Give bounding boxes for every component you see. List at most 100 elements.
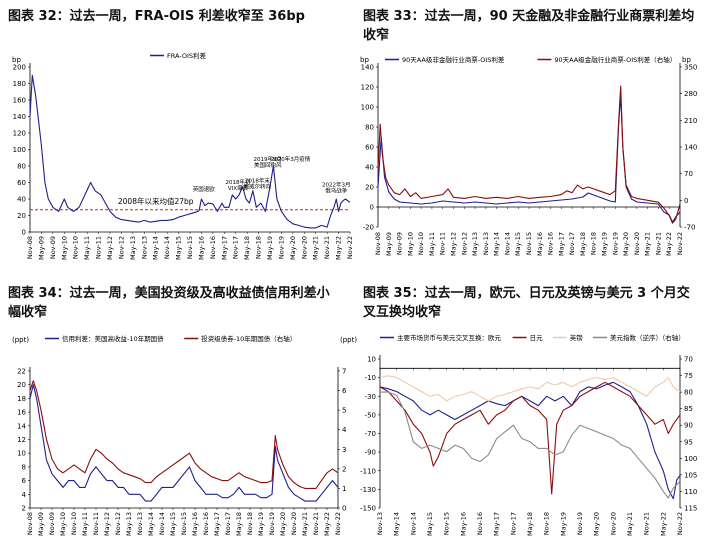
- c0-annotation-6: 2019年9月: [253, 155, 282, 163]
- c1-xtick-label-16: Nov-16: [547, 232, 555, 255]
- c3-legend-label-2: 英镑: [570, 333, 584, 342]
- c2-xtick-label-9: May-13: [125, 512, 133, 536]
- c0-ytick-label-left-10: 200: [13, 64, 26, 72]
- c3-series-1: [379, 381, 681, 495]
- c1-xtick-label-13: May-15: [514, 232, 522, 256]
- c0-ytick-label-left-2: 40: [17, 196, 26, 204]
- c2-xtick-label-5: May-11: [81, 512, 89, 536]
- c3-ytick-label-left-1: -130: [360, 486, 376, 494]
- c1-ytick-label-left-3: 40: [365, 164, 374, 172]
- c3-xtick-label-3: May-15: [426, 512, 434, 536]
- c1-xtick-label-28: Nov-22: [676, 232, 684, 255]
- c2-xtick-label-14: Nov-15: [180, 512, 188, 535]
- c3-ytick-label-left-2: -110: [360, 467, 376, 475]
- c0-annotation-4: 2018年末: [245, 177, 270, 185]
- c1-xtick-label-20: Nov-18: [590, 232, 598, 255]
- c3-ytick-label-right-8: 110: [684, 488, 697, 496]
- c0-left-unit: bp: [12, 56, 21, 64]
- c0-ytick-label-left-7: 140: [13, 113, 26, 121]
- c3-series-0: [379, 381, 681, 500]
- c2-ytick-label-right-1: 1: [342, 485, 346, 493]
- c2-ytick-label-right-6: 6: [342, 387, 347, 395]
- c2-ytick-label-right-2: 2: [342, 465, 346, 473]
- c2-legend-label-0: 信用利差：美国高收益-10年期国债: [62, 334, 164, 343]
- c0-xtick-label-14: Nov-15: [186, 236, 194, 259]
- c1-left-unit: bp: [360, 56, 369, 64]
- c1-xtick-label-27: May-22: [665, 232, 673, 256]
- c2-xtick-label-8: Nov-12: [114, 512, 122, 535]
- c0-xtick-label-25: May-21: [312, 236, 320, 260]
- c2-xtick-label-23: May-20: [279, 512, 287, 536]
- c1-legend-label-1: 90天AA级金融行业商票-OIS利差（右轴）: [554, 55, 676, 64]
- c2-xtick-label-1: May-09: [37, 512, 45, 536]
- chart-title-33-line-2: 收窄: [363, 28, 390, 43]
- c1-ytick-label-left-8: 140: [361, 64, 374, 72]
- c0-annotation-0: 2008年以来均值27bp: [118, 196, 194, 206]
- c1-ytick-label-right-3: 140: [684, 144, 697, 152]
- c1-xtick-label-11: May-14: [493, 232, 501, 256]
- c0-xtick-label-24: Nov-20: [300, 236, 308, 259]
- c2-xtick-label-18: Nov-17: [224, 512, 232, 535]
- c1-xtick-label-25: May-21: [644, 232, 652, 256]
- c0-xtick-label-23: May-20: [289, 236, 297, 260]
- c2-xtick-label-26: Nov-21: [312, 512, 320, 535]
- c2-ytick-label-left-1: 4: [22, 491, 27, 499]
- c3-legend-label-1: 日元: [530, 334, 544, 342]
- c2-ytick-label-left-6: 14: [17, 422, 26, 430]
- c2-xtick-label-6: Nov-11: [92, 512, 100, 535]
- c2-ytick-label-left-9: 20: [17, 381, 26, 389]
- c3-xtick-label-15: May-21: [626, 512, 634, 536]
- c3-ytick-label-left-3: -90: [365, 449, 376, 457]
- c1-xtick-label-5: May-11: [428, 232, 436, 256]
- c1-legend-label-0: 90天AA级非金融行业商票-OIS利差: [402, 55, 505, 64]
- c3-ytick-label-left-7: -10: [365, 374, 376, 382]
- c3-ytick-label-left-5: -50: [365, 411, 376, 419]
- c1-ytick-label-left-4: 60: [365, 144, 374, 152]
- c0-xtick-label-15: May-16: [197, 236, 205, 260]
- c1-xtick-label-22: Nov-19: [611, 232, 619, 255]
- c1-xtick-label-12: Nov-14: [503, 232, 511, 255]
- c1-xtick-label-18: Nov-17: [568, 232, 576, 255]
- c2-xtick-label-28: Nov-22: [334, 512, 342, 535]
- c3-xtick-label-12: Nov-19: [576, 512, 584, 535]
- c1-ytick-label-right-2: 70: [684, 170, 693, 178]
- c0-ytick-label-left-4: 80: [17, 163, 26, 171]
- c2-ytick-label-left-7: 16: [17, 409, 26, 417]
- c3-ytick-label-left-0: -150: [360, 505, 376, 513]
- c0-xtick-label-16: Nov-16: [209, 236, 217, 259]
- c0-annotation-7: 美国回购风: [254, 161, 282, 169]
- c2-ytick-label-left-4: 10: [17, 450, 26, 458]
- c2-right-unit: (ppt): [340, 336, 357, 344]
- c1-xtick-label-1: May-09: [385, 232, 393, 256]
- c1-series-1: [377, 85, 681, 224]
- c0-xtick-label-5: May-11: [83, 236, 91, 260]
- c0-annotation-3: VIX爆表: [228, 184, 249, 192]
- c2-xtick-label-2: Nov-09: [48, 512, 56, 535]
- c0-xtick-label-26: Nov-21: [323, 236, 331, 259]
- c3-xtick-label-13: May-20: [593, 512, 601, 536]
- c2-ytick-label-right-7: 7: [342, 368, 346, 376]
- c0-xtick-label-27: May-22: [335, 236, 343, 260]
- c2-xtick-label-15: May-16: [191, 512, 199, 536]
- c0-annotation-8: 2020年3月疫情: [271, 155, 311, 163]
- c0-annotation-9: 2022年3月: [322, 181, 351, 189]
- c0-xtick-label-12: Nov-14: [163, 236, 171, 259]
- c1-series-0: [377, 94, 681, 223]
- c1-ytick-label-left-5: 80: [365, 124, 374, 132]
- c0-xtick-label-8: Nov-12: [117, 236, 125, 259]
- c3-xtick-label-4: Nov-15: [443, 512, 451, 535]
- c0-ytick-label-left-8: 160: [13, 97, 26, 105]
- c2-xtick-label-3: May-10: [59, 512, 67, 536]
- chart-panel-33: 图表 33：过去一周，90 天金融及非金融行业商票利差均 收窄: [355, 0, 709, 276]
- c2-legend-label-1: 投资级债券-10年期国债（右轴）: [201, 334, 296, 343]
- c3-legend-label-3: 美元指数（逆序）（右轴）: [610, 333, 685, 342]
- c2-ytick-label-left-0: 2: [22, 505, 26, 513]
- c0-xtick-label-18: Nov-17: [232, 236, 240, 259]
- c0-xtick-label-19: May-18: [243, 236, 251, 260]
- c0-xtick-label-2: Nov-09: [49, 236, 57, 259]
- c3-xtick-label-0: Nov-13: [376, 512, 384, 535]
- c2-xtick-label-25: May-21: [301, 512, 309, 536]
- c3-xtick-label-18: Nov-22: [676, 512, 684, 535]
- c2-xtick-label-13: May-15: [169, 512, 177, 536]
